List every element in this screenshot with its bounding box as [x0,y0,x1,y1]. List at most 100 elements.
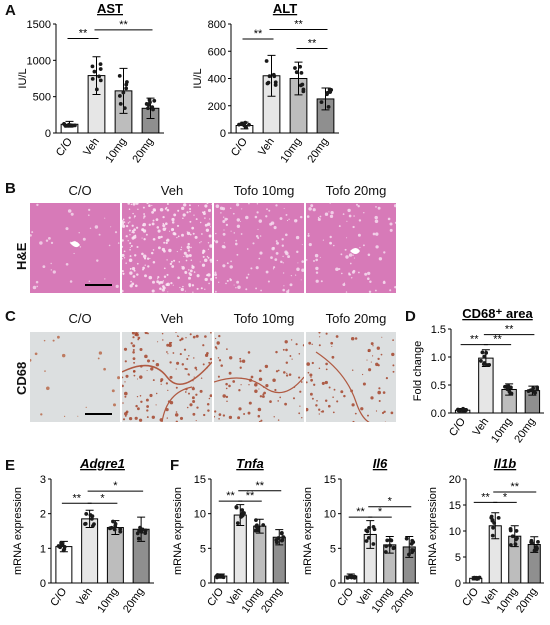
y-axis-label: mRNA expression [172,487,184,575]
x-tick-label: 10mg [278,136,304,165]
y-tick-label: 0 [220,128,226,140]
significance-label: ** [246,490,255,502]
data-point [503,384,507,389]
x-tick-label: C/O [229,135,250,158]
data-point [464,408,469,412]
chart-title: Il1b [494,456,516,471]
x-tick-label: C/O [54,135,75,158]
data-point [59,542,64,547]
data-point [240,508,245,512]
y-tick-label: 2 [40,509,46,521]
data-point [255,526,260,531]
data-point [508,543,513,547]
data-point [319,100,324,105]
adgre1-chart: Adgre1 0 1 2 3 mRNA expression C/O Veh 10mg 20mg *… [12,456,154,615]
data-point [294,70,299,75]
significance-label: ** [119,19,128,31]
data-point [117,73,122,78]
error-bar [321,87,330,111]
data-point [372,527,377,532]
data-point [266,80,271,85]
significance-label: ** [505,324,514,336]
bar [106,527,124,584]
data-point [535,385,540,390]
panel-letter-f: F [170,457,180,474]
data-point [510,534,515,539]
y-tick-label: 5 [330,543,336,555]
data-point [532,390,537,395]
data-point [267,74,272,79]
y-tick-label: 1000 [27,55,51,67]
y-tick-label: 15 [449,500,461,512]
significance-label: * [100,492,105,504]
data-point [385,538,390,543]
data-point [513,542,518,547]
x-tick-label: 20mg [121,586,147,615]
data-point [508,527,513,531]
data-point [491,525,495,530]
y-tick-label: 10 [449,526,461,538]
data-point [239,122,244,126]
data-point [242,123,247,128]
y-axis-label: mRNA expression [302,487,314,575]
x-tick-label: C/O [48,585,69,608]
chart-title: CD68⁺ area [462,306,533,321]
data-point [281,535,286,539]
data-point [384,544,389,549]
data-point [84,512,89,516]
significance-label: ** [510,481,519,493]
data-point [352,574,357,579]
data-point [143,531,148,535]
data-point [151,107,155,112]
data-point [146,106,150,111]
data-point [391,546,396,551]
x-tick-label: 10mg [489,416,515,445]
data-point [264,59,269,63]
cd68-micrograph-veh [122,332,212,422]
data-point [136,536,141,541]
data-point [254,518,258,522]
data-point [496,516,501,520]
x-tick-label: 20mg [389,586,415,615]
data-point [389,538,394,543]
significance-label: ** [255,480,264,492]
data-point [490,518,495,522]
data-point [122,106,127,111]
x-tick-label: 20mg [514,586,540,615]
y-tick-label: 1.5 [431,324,446,336]
bar [81,518,99,584]
data-point [472,575,477,580]
cd68-area-chart: CD68⁺ area 0.0 0.5 1.0 1.5 Fold change C/O Veh1… [412,306,544,445]
data-point [328,87,332,92]
x-tick-label: C/O [447,415,468,438]
data-point [388,543,393,548]
data-point [234,505,239,509]
alt-chart: ALT 0 200 400 600 800 IU/L C/O Veh 10mg 20mg ** ** ** [192,1,339,165]
x-tick-label: Veh [471,416,492,438]
data-point [274,540,279,545]
chart-title: ALT [273,1,297,16]
data-point [536,539,540,544]
data-point [350,574,354,579]
ast-chart: AST 0 500 1000 1500 IU/L C/O Veh 10mg 20mg ** ** [17,1,164,165]
data-point [98,78,103,83]
data-point [300,82,305,87]
data-point [152,98,157,103]
y-tick-label: 0.0 [431,408,446,420]
y-tick-label: 0.5 [431,380,446,392]
data-point [261,523,266,527]
y-tick-label: 500 [33,92,51,104]
y-tick-label: 15 [324,474,336,486]
data-point [124,86,129,91]
data-point [144,102,149,106]
y-tick-label: 600 [208,46,226,58]
x-tick-label: 10mg [103,136,129,165]
error-bar [236,504,245,526]
data-point [479,359,483,363]
panel-letter-c: C [5,308,16,325]
data-point [113,522,118,526]
x-tick-label: 20mg [512,416,538,445]
y-axis-label: IU/L [17,68,29,88]
data-point [298,64,303,69]
